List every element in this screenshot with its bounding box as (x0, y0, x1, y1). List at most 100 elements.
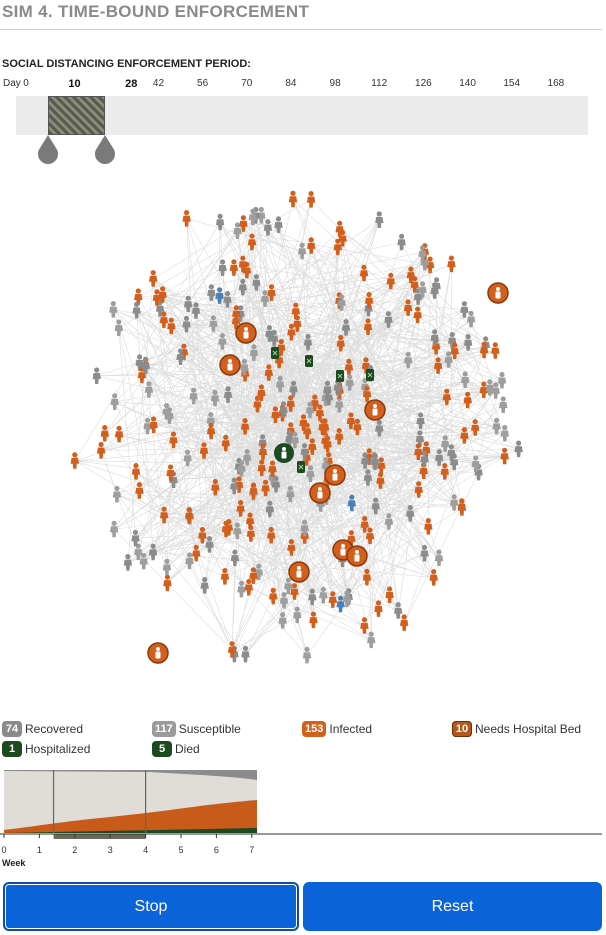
person-icon (249, 567, 258, 584)
person-icon (444, 351, 453, 368)
person-icon (440, 463, 449, 480)
person-icon (236, 500, 245, 517)
person-icon (286, 485, 295, 503)
needs-hospital-bed-icon (147, 642, 169, 664)
person-icon (232, 305, 241, 322)
person-icon (249, 344, 259, 361)
person-icon (394, 602, 403, 619)
person-icon (210, 389, 220, 407)
person-icon (499, 396, 508, 413)
person-icon (416, 412, 425, 429)
person-icon (434, 549, 444, 567)
person-icon (429, 569, 438, 586)
person-icon (406, 266, 416, 284)
person-icon (211, 478, 220, 496)
person-icon (270, 330, 279, 347)
infected-count: 153 (302, 721, 327, 737)
week-tick-label: 1 (37, 845, 42, 855)
person-icon (159, 311, 169, 329)
person-icon (158, 286, 167, 303)
person-icon (263, 219, 273, 236)
person-icon (279, 592, 289, 609)
person-icon (240, 358, 249, 376)
person-icon (337, 294, 346, 311)
person-icon (247, 233, 257, 251)
person-icon (176, 348, 185, 365)
person-icon (286, 395, 295, 412)
person-icon (466, 310, 476, 328)
population-area-chart: 0 1 2 3 4 5 6 7 (0, 770, 602, 855)
person-icon (279, 401, 288, 418)
person-icon (205, 536, 214, 553)
needs-bed-count: 10 (452, 721, 472, 737)
person-icon (223, 386, 233, 403)
person-icon (449, 494, 459, 511)
susceptible-count: 117 (152, 721, 176, 737)
person-icon (271, 406, 280, 423)
person-icon (460, 301, 469, 318)
person-icon (237, 460, 246, 477)
legend-needs-hospital-bed: 10 Needs Hospital Bed (452, 721, 581, 737)
hospitalized-label: Hospitalized (25, 742, 91, 756)
person-icon (149, 270, 158, 287)
person-icon (290, 583, 299, 600)
person-icon (267, 284, 276, 301)
needs-hospital-bed-icon (364, 399, 386, 421)
reset-button[interactable]: Reset (303, 882, 602, 931)
timeline-tick: 154 (503, 78, 521, 89)
person-icon (139, 552, 148, 570)
person-icon (245, 512, 255, 530)
person-icon (185, 552, 194, 569)
person-icon (289, 380, 298, 398)
person-icon (199, 442, 209, 459)
person-icon (215, 213, 225, 231)
enforcement-week-band (53, 834, 146, 839)
person-icon (135, 354, 144, 371)
person-icon (233, 522, 242, 540)
person-icon (413, 306, 422, 324)
person-icon (365, 448, 374, 465)
week-tick-label: 5 (178, 845, 183, 855)
person-icon (441, 435, 450, 452)
person-icon (218, 333, 227, 350)
person-icon (220, 568, 230, 585)
stop-button[interactable]: Stop (3, 882, 299, 931)
person-icon (310, 394, 319, 412)
person-icon (241, 645, 250, 663)
person-icon (500, 447, 509, 465)
person-icon (110, 393, 119, 410)
timeline-track[interactable] (16, 96, 588, 135)
enforcement-range[interactable] (48, 96, 105, 135)
person-icon (300, 443, 309, 460)
person-icon (135, 482, 144, 499)
person-icon (463, 334, 473, 351)
person-icon (192, 544, 201, 562)
timeline-tick: 126 (415, 78, 432, 89)
person-icon (500, 424, 509, 442)
start-handle[interactable] (37, 134, 59, 164)
person-icon (433, 357, 443, 374)
person-icon (287, 539, 296, 556)
timeline-tick: 98 (329, 78, 341, 89)
person-icon (144, 381, 154, 398)
person-icon (227, 641, 237, 658)
person-icon (268, 460, 277, 478)
person-icon (305, 401, 315, 419)
person-icon (100, 425, 109, 442)
legend-infected: 153 Infected (302, 721, 372, 737)
person-icon (257, 384, 266, 401)
needs-hospital-bed-icon (309, 482, 331, 504)
recovered-count: 74 (2, 721, 22, 737)
person-icon (347, 530, 356, 547)
hospitalized-icon (274, 443, 294, 463)
end-handle[interactable] (94, 134, 116, 164)
person-icon (92, 367, 101, 384)
person-icon (448, 332, 457, 349)
person-icon (319, 586, 328, 604)
person-icon (307, 237, 316, 254)
enforcement-period-label: SOCIAL DISTANCING ENFORCEMENT PERIOD: (2, 58, 251, 70)
died-label: Died (175, 742, 200, 756)
person-icon (342, 590, 352, 608)
person-icon (184, 295, 193, 313)
person-icon (254, 563, 263, 581)
